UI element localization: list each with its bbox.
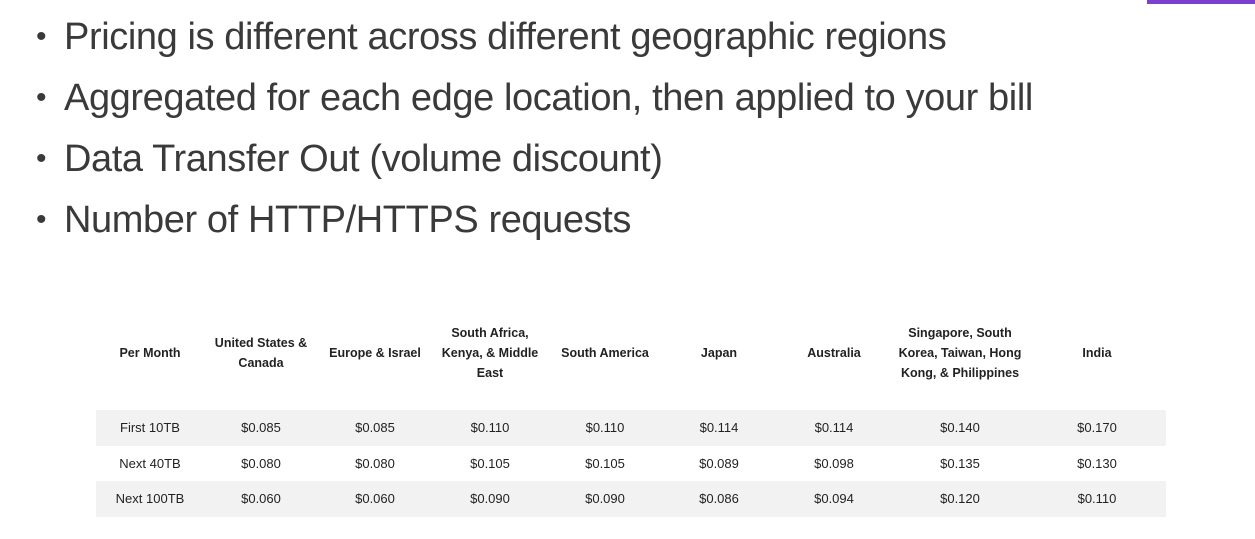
table-cell: $0.080 <box>355 455 395 471</box>
table-cell: $0.110 <box>548 410 662 446</box>
bullet-item: • Data Transfer Out (volume discount) <box>36 128 1033 189</box>
table-cell: $0.094 <box>776 481 892 517</box>
column-header-per-month: Per Month <box>119 346 181 360</box>
bullet-dot-icon: • <box>36 19 47 53</box>
bullet-text: Aggregated for each edge location, then … <box>64 76 1033 119</box>
column-header-australia: Australia <box>807 346 861 360</box>
table-cell: $0.135 <box>940 455 980 471</box>
table-cell: $0.114 <box>776 410 892 446</box>
table-cell: $0.170 <box>1028 410 1166 446</box>
table-cell: $0.110 <box>1028 481 1166 517</box>
table-cell: $0.110 <box>432 410 548 446</box>
table-cell: $0.090 <box>432 481 548 517</box>
column-header-europe-israel: Europe & Israel <box>329 346 421 360</box>
table-cell: $0.140 <box>892 410 1028 446</box>
table-cell: $0.086 <box>662 481 776 517</box>
table-row: Next 40TB $0.080 $0.080 $0.105 $0.105 $0… <box>96 446 1166 482</box>
bullet-item: • Aggregated for each edge location, then… <box>36 67 1033 128</box>
table-cell: $0.085 <box>318 410 432 446</box>
pricing-table: Per Month United States & Canada Europe … <box>96 296 1166 517</box>
column-header-japan: Japan <box>700 346 738 360</box>
table-row: First 10TB $0.085 $0.085 $0.110 $0.110 $… <box>96 410 1166 446</box>
column-header-us-canada: United States & Canada <box>214 336 308 370</box>
table-cell: $0.105 <box>470 455 510 471</box>
column-header-south-africa: South Africa, Kenya, & Middle East <box>441 326 539 380</box>
bullet-list: • Pricing is different across different g… <box>36 6 1033 250</box>
bullet-dot-icon: • <box>36 80 47 114</box>
table-cell: $0.120 <box>892 481 1028 517</box>
table-header-row: Per Month United States & Canada Europe … <box>96 296 1166 410</box>
column-header-singapore: Singapore, South Korea, Taiwan, Hong Kon… <box>898 326 1022 380</box>
accent-bar <box>1147 0 1255 4</box>
table-cell: $0.060 <box>204 481 318 517</box>
table-cell: $0.105 <box>585 455 625 471</box>
table-cell: $0.085 <box>204 410 318 446</box>
column-header-south-america: South America <box>561 346 649 360</box>
bullet-item: • Pricing is different across different g… <box>36 6 1033 67</box>
table-cell: $0.089 <box>699 455 739 471</box>
table-cell: Next 40TB <box>119 455 181 471</box>
table-row: Next 100TB $0.060 $0.060 $0.090 $0.090 $… <box>96 481 1166 517</box>
bullet-dot-icon: • <box>36 202 47 236</box>
bullet-text: Number of HTTP/HTTPS requests <box>64 198 631 241</box>
table-cell: $0.090 <box>548 481 662 517</box>
table-cell: Next 100TB <box>96 481 204 517</box>
bullet-item: • Number of HTTP/HTTPS requests <box>36 189 1033 250</box>
column-header-india: India <box>1082 346 1112 360</box>
bullet-text: Pricing is different across different ge… <box>64 15 947 58</box>
table-cell: $0.098 <box>814 455 854 471</box>
table-cell: $0.060 <box>318 481 432 517</box>
bullet-text: Data Transfer Out (volume discount) <box>64 137 663 180</box>
table-cell: $0.080 <box>241 455 281 471</box>
table-cell: $0.114 <box>662 410 776 446</box>
table-cell: First 10TB <box>96 410 204 446</box>
table-cell: $0.130 <box>1077 455 1117 471</box>
bullet-dot-icon: • <box>36 141 47 175</box>
